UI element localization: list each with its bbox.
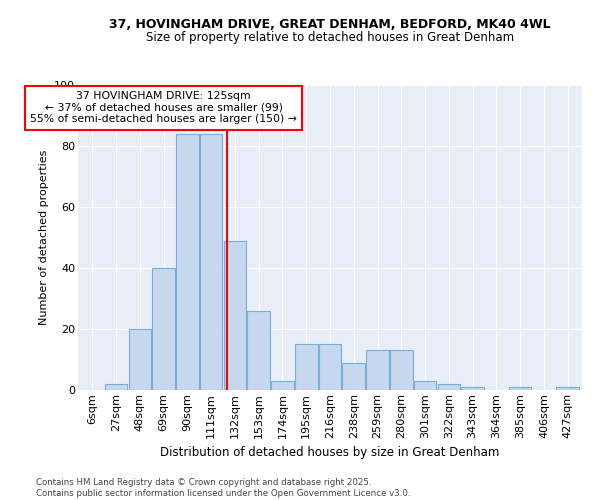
Bar [200,134,223,390]
Bar [152,268,175,390]
Bar [556,387,579,390]
Bar [295,344,317,390]
Bar [176,134,199,390]
Bar [247,310,270,390]
Y-axis label: Number of detached properties: Number of detached properties [38,150,49,325]
Bar [343,362,365,390]
Bar [319,344,341,390]
Bar [509,387,532,390]
Text: Contains HM Land Registry data © Crown copyright and database right 2025.
Contai: Contains HM Land Registry data © Crown c… [36,478,410,498]
Bar [128,329,151,390]
Bar [105,384,127,390]
Text: Size of property relative to detached houses in Great Denham: Size of property relative to detached ho… [146,31,514,44]
Bar [366,350,389,390]
Bar [390,350,413,390]
Bar [461,387,484,390]
Text: 37 HOVINGHAM DRIVE: 125sqm
← 37% of detached houses are smaller (99)
55% of semi: 37 HOVINGHAM DRIVE: 125sqm ← 37% of deta… [30,91,297,124]
Bar [271,381,294,390]
Bar [414,381,436,390]
Bar [224,240,246,390]
X-axis label: Distribution of detached houses by size in Great Denham: Distribution of detached houses by size … [160,446,500,459]
Text: 37, HOVINGHAM DRIVE, GREAT DENHAM, BEDFORD, MK40 4WL: 37, HOVINGHAM DRIVE, GREAT DENHAM, BEDFO… [109,18,551,30]
Bar [437,384,460,390]
